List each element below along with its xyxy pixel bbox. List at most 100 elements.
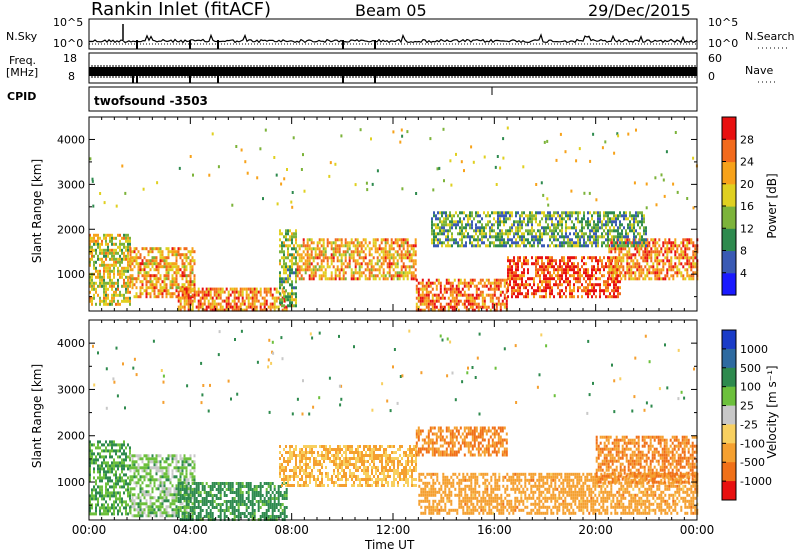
power-cell (553, 211, 555, 215)
power-cell (612, 256, 615, 260)
velocity-cell (99, 470, 101, 474)
power-cell (285, 232, 287, 236)
power-cell (91, 284, 93, 288)
velocity-cell (179, 457, 182, 461)
power-cell (614, 271, 617, 275)
power-cell (453, 238, 455, 242)
power-cell (632, 265, 635, 269)
power-cell (398, 274, 401, 278)
power-cell (189, 299, 192, 303)
power-cell (215, 293, 218, 297)
power-cell (577, 217, 579, 221)
power-cell (481, 278, 484, 282)
power-cell (573, 295, 575, 299)
power-cell (501, 299, 504, 303)
power-cell (678, 262, 681, 266)
power-cell (251, 287, 254, 291)
power-cell (443, 220, 445, 224)
velocity-cell (129, 508, 132, 512)
velocity-cell (89, 446, 91, 450)
power-cell (165, 286, 168, 290)
velocity-cell (97, 497, 99, 501)
power-cell (189, 280, 192, 284)
power-cell (601, 262, 603, 266)
power-cell (435, 299, 438, 303)
power-cell (616, 268, 619, 272)
velocity-cell (111, 443, 113, 447)
power-cell (304, 268, 307, 272)
power-cell (336, 238, 339, 242)
power-cell (129, 296, 131, 300)
power-cell (451, 281, 454, 285)
power-cell (366, 262, 369, 266)
power-cell (364, 247, 367, 251)
power-cell (521, 265, 523, 269)
velocity-cell (153, 514, 156, 518)
power-cell (306, 265, 309, 269)
velocity-cell (101, 479, 103, 483)
power-cell (366, 188, 369, 192)
power-cell (599, 286, 601, 290)
power-cell (439, 284, 442, 288)
power-cell (555, 283, 557, 287)
power-cell (123, 278, 125, 282)
power-cell (656, 250, 659, 254)
velocity-cell (149, 475, 152, 479)
power-cell (433, 223, 435, 227)
velocity-cell (179, 469, 182, 473)
power-cell (308, 244, 311, 248)
power-cell (131, 286, 134, 290)
power-cell (455, 293, 458, 297)
power-cell (336, 247, 339, 251)
power-cell (400, 259, 403, 263)
power-cell (201, 302, 204, 306)
velocity-cell (155, 487, 158, 491)
power-cell (155, 247, 158, 251)
power-cell (597, 235, 599, 239)
velocity-cell (117, 512, 119, 516)
velocity-cell (167, 472, 170, 476)
power-cell (293, 235, 295, 239)
power-cell (400, 128, 403, 132)
power-cell (89, 275, 91, 279)
power-cell (423, 299, 426, 303)
velocity-cell (99, 494, 101, 498)
velocity-cell (165, 511, 168, 515)
power-cell (561, 283, 563, 287)
power-cell (633, 232, 635, 236)
power-cell (633, 238, 635, 242)
velocity-cell (101, 503, 103, 507)
power-cell (612, 271, 615, 275)
power-cell (378, 244, 381, 248)
power-cell (670, 244, 673, 248)
velocity-cell (119, 455, 121, 459)
power-cell (439, 287, 442, 291)
power-cell (475, 211, 477, 215)
power-cell (191, 289, 194, 293)
velocity-cell (89, 506, 91, 510)
power-cell (417, 290, 420, 294)
power-cell (300, 274, 303, 278)
power-cell (573, 223, 575, 227)
power-cell (392, 247, 395, 251)
power-cell (567, 277, 569, 281)
power-cell (541, 268, 543, 272)
power-cell (149, 283, 152, 287)
power-cell (507, 217, 509, 221)
power-cell (293, 247, 295, 251)
velocity-cell (149, 466, 152, 470)
power-cell (591, 256, 593, 260)
power-cell (356, 247, 359, 251)
velocity-cell (169, 487, 172, 491)
power-cell (641, 214, 643, 218)
velocity-cell (149, 496, 152, 500)
power-cell (406, 241, 409, 245)
power-cell (388, 262, 391, 266)
power-cell (521, 262, 523, 266)
power-cell (628, 238, 631, 242)
power-cell (410, 274, 413, 278)
power-cell (346, 250, 349, 254)
power-cell (404, 271, 407, 275)
power-cell (481, 296, 484, 300)
power-cell (628, 274, 631, 278)
